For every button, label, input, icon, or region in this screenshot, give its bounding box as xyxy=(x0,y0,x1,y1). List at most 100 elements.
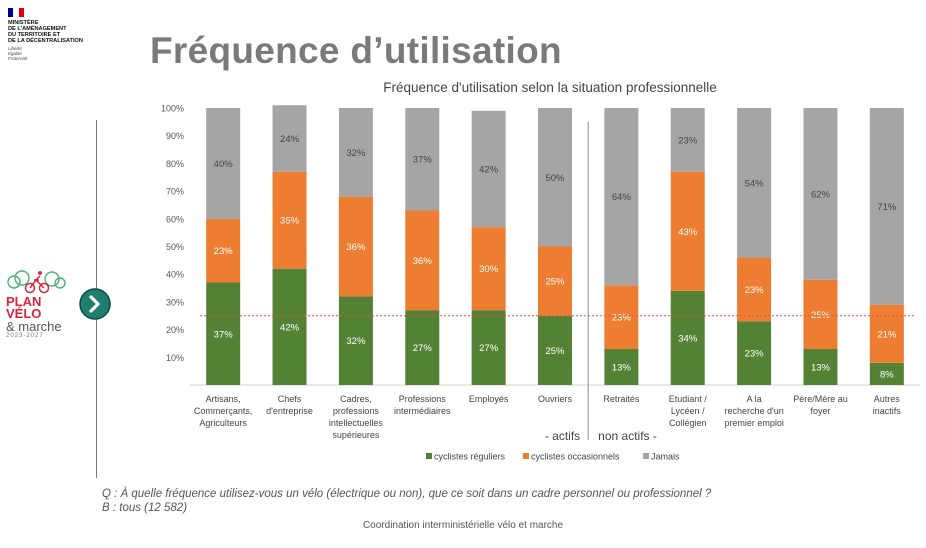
y-tick-label: 30% xyxy=(166,297,184,307)
category-label: Employés xyxy=(469,394,509,404)
y-tick-label: 20% xyxy=(166,325,184,335)
cyclist-trees-icon xyxy=(7,270,66,294)
bar-segment xyxy=(670,171,705,291)
data-label: 13% xyxy=(811,362,831,373)
category-label: intellectuelles xyxy=(329,418,384,428)
category-label: Cadres, xyxy=(340,394,372,404)
chart-title: Fréquence d'utilisation selon la situati… xyxy=(383,80,717,95)
bar-segment xyxy=(604,108,639,286)
bar-segment xyxy=(471,310,506,385)
data-label: 25% xyxy=(545,277,565,288)
data-label: 40% xyxy=(214,159,234,170)
question-text: Q : À quelle fréquence utilisez-vous un … xyxy=(102,488,712,500)
category-label: premier emploi xyxy=(724,418,784,428)
data-label: 27% xyxy=(413,343,433,354)
ministry-name: Ministère de l'aménagement du territoire… xyxy=(8,20,118,44)
bar-segment xyxy=(206,108,241,219)
data-label: 25% xyxy=(545,346,565,357)
legend-label: Jamais xyxy=(651,452,680,462)
bar-segment xyxy=(272,105,307,172)
bar-segment xyxy=(405,310,440,385)
bar-segment xyxy=(670,290,705,385)
bar-segment xyxy=(206,218,241,283)
bar-segment xyxy=(206,282,241,385)
plan-years: 2023-2027 xyxy=(6,333,44,339)
y-tick-label: 70% xyxy=(166,187,184,197)
bar-segment xyxy=(869,362,904,385)
bar-segment xyxy=(737,321,772,385)
data-label: 36% xyxy=(346,242,366,253)
data-label: 23% xyxy=(678,135,698,146)
bar-segment xyxy=(737,257,772,322)
category-label: inactifs xyxy=(873,406,902,416)
data-label: 50% xyxy=(545,173,565,184)
bar-segment xyxy=(869,304,904,363)
bar-segment xyxy=(604,348,639,385)
data-label: 23% xyxy=(612,313,632,324)
ministry-line: de la décentralisation xyxy=(8,38,83,44)
data-label: 21% xyxy=(877,329,897,340)
slide-title: Fréquence d’utilisation xyxy=(150,30,562,71)
bar-segment xyxy=(538,108,572,247)
category-label: Chefs xyxy=(278,394,302,404)
category-label: Commerçants, xyxy=(194,406,253,416)
data-label: 37% xyxy=(214,329,234,340)
y-tick-label: 100% xyxy=(161,104,184,114)
motto-line: Égalité xyxy=(8,51,22,56)
bar-segment xyxy=(538,315,572,385)
base-text: B : tous (12 582) xyxy=(102,502,188,514)
bar-segment xyxy=(670,108,705,172)
bar-segment xyxy=(471,110,506,228)
category-label: Collégien xyxy=(669,418,707,428)
ministry-logo: Ministère de l'aménagement du territoire… xyxy=(8,8,118,61)
data-label: 62% xyxy=(811,189,831,200)
bar-segment xyxy=(803,348,838,385)
survey-question: Q : À quelle fréquence utilisez-vous un … xyxy=(102,487,711,515)
bar-segment xyxy=(604,285,639,349)
data-label: 64% xyxy=(612,192,632,203)
category-label: professions xyxy=(333,406,380,416)
data-label: 24% xyxy=(280,134,300,145)
bar-segment xyxy=(272,171,307,269)
category-label: Autres xyxy=(874,394,901,404)
bar-segment xyxy=(737,108,772,258)
plan-name: PLAN VÉLO xyxy=(6,294,42,321)
data-label: 42% xyxy=(280,322,300,333)
data-label: 23% xyxy=(214,246,234,257)
republic-motto: Liberté Égalité Fraternité xyxy=(8,46,118,61)
category-label: Ouvriers xyxy=(538,394,573,404)
data-label: 34% xyxy=(678,333,698,344)
category-label: Père/Mère au xyxy=(793,394,848,404)
category-label: Retraités xyxy=(603,394,640,404)
bar-segment xyxy=(803,108,838,280)
bar-segment xyxy=(405,210,440,311)
y-tick-label: 90% xyxy=(166,131,184,141)
bar-segment xyxy=(338,296,373,385)
data-label: 23% xyxy=(745,285,765,296)
y-tick-label: 40% xyxy=(166,270,184,280)
y-tick-label: 10% xyxy=(166,353,184,363)
ministry-line: du territoire et xyxy=(8,32,61,38)
category-label: recherche d'un xyxy=(724,406,783,416)
legend-swatch xyxy=(426,453,432,459)
category-label: A la xyxy=(747,394,762,404)
y-tick-label: 60% xyxy=(166,214,184,224)
data-label: 23% xyxy=(745,349,765,360)
chevron-right-icon[interactable] xyxy=(78,287,112,321)
bar-segment xyxy=(471,227,506,311)
data-label: 32% xyxy=(346,148,366,159)
group-label-non-actifs: non actifs - xyxy=(598,429,657,443)
group-label-actifs: - actifs xyxy=(545,429,580,443)
category-label: intermédiaires xyxy=(394,406,451,416)
bar-segment xyxy=(405,108,440,211)
category-label: Professions xyxy=(399,394,447,404)
motto-line: Liberté xyxy=(8,46,22,51)
category-label: d'entreprise xyxy=(266,406,313,416)
legend-label: cyclistes réguliers xyxy=(434,452,506,462)
data-label: 42% xyxy=(479,164,499,175)
data-label: 36% xyxy=(413,256,433,267)
data-label: 27% xyxy=(479,343,499,354)
category-label: Etudiant / xyxy=(669,394,708,404)
bar-segment xyxy=(869,108,904,305)
